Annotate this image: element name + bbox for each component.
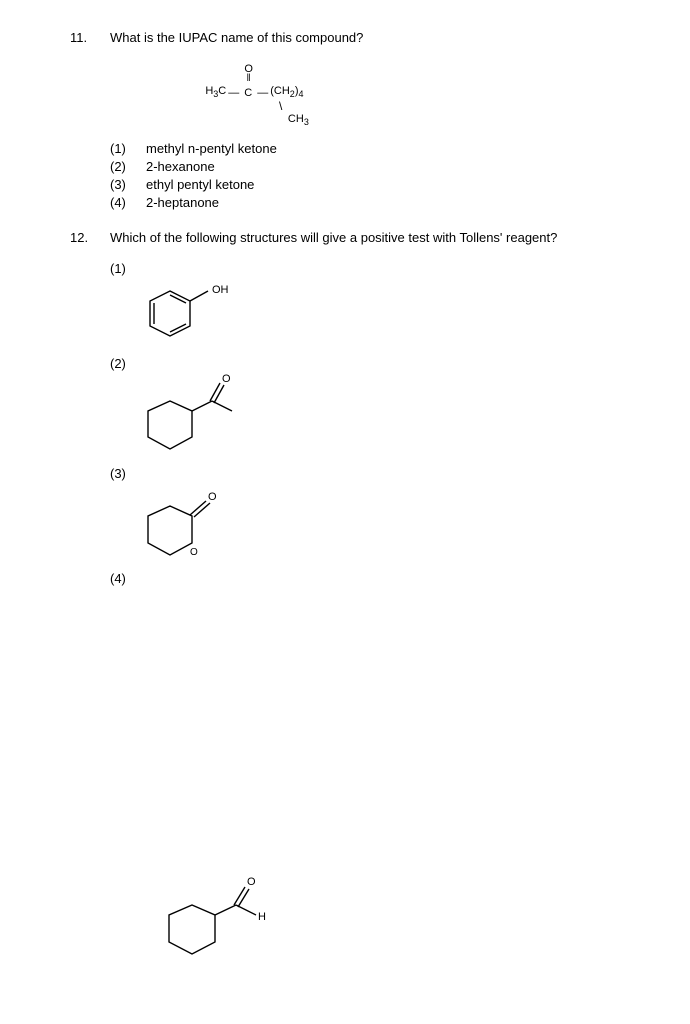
- q12-option-1: (1) OH: [110, 261, 630, 356]
- question-11: 11. What is the IUPAC name of this compo…: [70, 30, 630, 45]
- o-label-2: O: [222, 373, 231, 385]
- cyclohexane-carbaldehyde-diagram: O H: [160, 870, 300, 970]
- q12-opt3-num: (3): [110, 466, 630, 481]
- q11-option-3: (3) ethyl pentyl ketone: [110, 177, 630, 192]
- cyclohexyl-methyl-ketone-diagram: O: [140, 371, 270, 466]
- q12-number: 12.: [70, 230, 110, 245]
- q11-text: What is the IUPAC name of this compound?: [110, 30, 630, 45]
- q12-text: Which of the following structures will g…: [110, 230, 630, 245]
- q12-opt1-num: (1): [110, 261, 630, 276]
- q11-struct-left: H3C: [205, 85, 226, 100]
- q11-opt3-num: (3): [110, 177, 146, 192]
- q11-struct-right: (CH2)4: [270, 85, 303, 100]
- question-12: 12. Which of the following structures wi…: [70, 230, 630, 245]
- lactone-diagram: O O: [140, 481, 260, 571]
- q11-opt4-text: 2-heptanone: [146, 195, 630, 210]
- q11-opt3-text: ethyl pentyl ketone: [146, 177, 630, 192]
- q11-struct-c: C: [241, 87, 255, 99]
- o-label-4: O: [247, 876, 256, 888]
- q11-options: (1) methyl n-pentyl ketone (2) 2-hexanon…: [110, 141, 630, 210]
- q11-opt2-num: (2): [110, 159, 146, 174]
- q11-opt1-text: methyl n-pentyl ketone: [146, 141, 630, 156]
- o-label-3b: O: [190, 547, 198, 558]
- benzene-oh-diagram: OH: [140, 276, 260, 356]
- q11-struct-right-sub: CH3: [288, 113, 309, 128]
- h-label-4: H: [258, 911, 266, 923]
- q12-option-4: (4): [110, 571, 630, 586]
- q11-opt2-text: 2-hexanone: [146, 159, 630, 174]
- q11-structure: H₃C— O —(CH₂)₄ H₃C— ‖ —(CH₂)₄ H3C — C — …: [200, 63, 630, 129]
- q12-opt2-num: (2): [110, 356, 630, 371]
- q12-option-3: (3) O O: [110, 466, 630, 571]
- oh-label: OH: [212, 284, 229, 296]
- o-label-3a: O: [208, 491, 217, 503]
- page: 11. What is the IUPAC name of this compo…: [0, 0, 690, 616]
- q12-options: (1) OH (2): [110, 261, 630, 586]
- q12-option-2: (2) O: [110, 356, 630, 466]
- q11-opt1-num: (1): [110, 141, 146, 156]
- q11-option-1: (1) methyl n-pentyl ketone: [110, 141, 630, 156]
- q11-number: 11.: [70, 30, 110, 45]
- q12-opt4-num: (4): [110, 571, 630, 586]
- q12-option-4-structure: O H: [160, 870, 300, 970]
- q11-opt4-num: (4): [110, 195, 146, 210]
- q11-option-4: (4) 2-heptanone: [110, 195, 630, 210]
- q11-option-2: (2) 2-hexanone: [110, 159, 630, 174]
